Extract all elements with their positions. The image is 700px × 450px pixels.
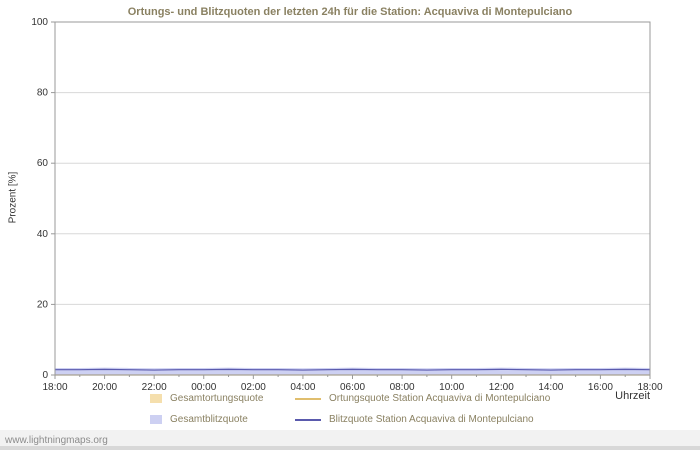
svg-text:08:00: 08:00 xyxy=(390,382,415,393)
gesamtblitzquote-swatch-icon xyxy=(150,415,162,424)
footer-link[interactable]: www.lightningmaps.org xyxy=(5,435,108,446)
svg-text:06:00: 06:00 xyxy=(340,382,365,393)
svg-text:80: 80 xyxy=(37,88,49,99)
svg-text:60: 60 xyxy=(37,158,49,169)
svg-text:04:00: 04:00 xyxy=(290,382,315,393)
blitzquote-line-swatch-icon xyxy=(295,418,321,421)
legend-item-blitzquote-station: Blitzquote Station Acquaviva di Montepul… xyxy=(295,414,534,425)
svg-text:18:00: 18:00 xyxy=(42,382,67,393)
svg-text:00:00: 00:00 xyxy=(191,382,216,393)
legend-label: Gesamtblitzquote xyxy=(170,414,248,425)
svg-text:16:00: 16:00 xyxy=(588,382,613,393)
svg-text:0: 0 xyxy=(42,370,48,381)
legend-item-gesamtortungsquote: Gesamtortungsquote xyxy=(150,393,263,404)
svg-text:18:00: 18:00 xyxy=(637,382,662,393)
svg-text:10:00: 10:00 xyxy=(439,382,464,393)
svg-text:100: 100 xyxy=(31,17,48,28)
svg-text:22:00: 22:00 xyxy=(142,382,167,393)
ortungsquote-line-swatch-icon xyxy=(295,397,321,400)
legend-item-gesamtblitzquote: Gesamtblitzquote xyxy=(150,414,248,425)
x-axis-label: Uhrzeit xyxy=(615,390,650,402)
svg-text:20: 20 xyxy=(37,299,49,310)
legend-label: Ortungsquote Station Acquaviva di Montep… xyxy=(329,393,551,404)
footer-bar: www.lightningmaps.org xyxy=(0,430,700,450)
svg-text:14:00: 14:00 xyxy=(538,382,563,393)
svg-text:02:00: 02:00 xyxy=(241,382,266,393)
svg-text:40: 40 xyxy=(37,229,49,240)
chart-title: Ortungs- und Blitzquoten der letzten 24h… xyxy=(127,6,573,18)
legend-label: Blitzquote Station Acquaviva di Montepul… xyxy=(329,414,534,425)
svg-text:20:00: 20:00 xyxy=(92,382,117,393)
gesamtortungsquote-swatch-icon xyxy=(150,394,162,403)
legend-item-ortungsquote-station: Ortungsquote Station Acquaviva di Montep… xyxy=(295,393,550,404)
svg-text:12:00: 12:00 xyxy=(489,382,514,393)
legend-label: Gesamtortungsquote xyxy=(170,393,264,404)
y-axis-label: Prozent [%] xyxy=(7,171,19,224)
